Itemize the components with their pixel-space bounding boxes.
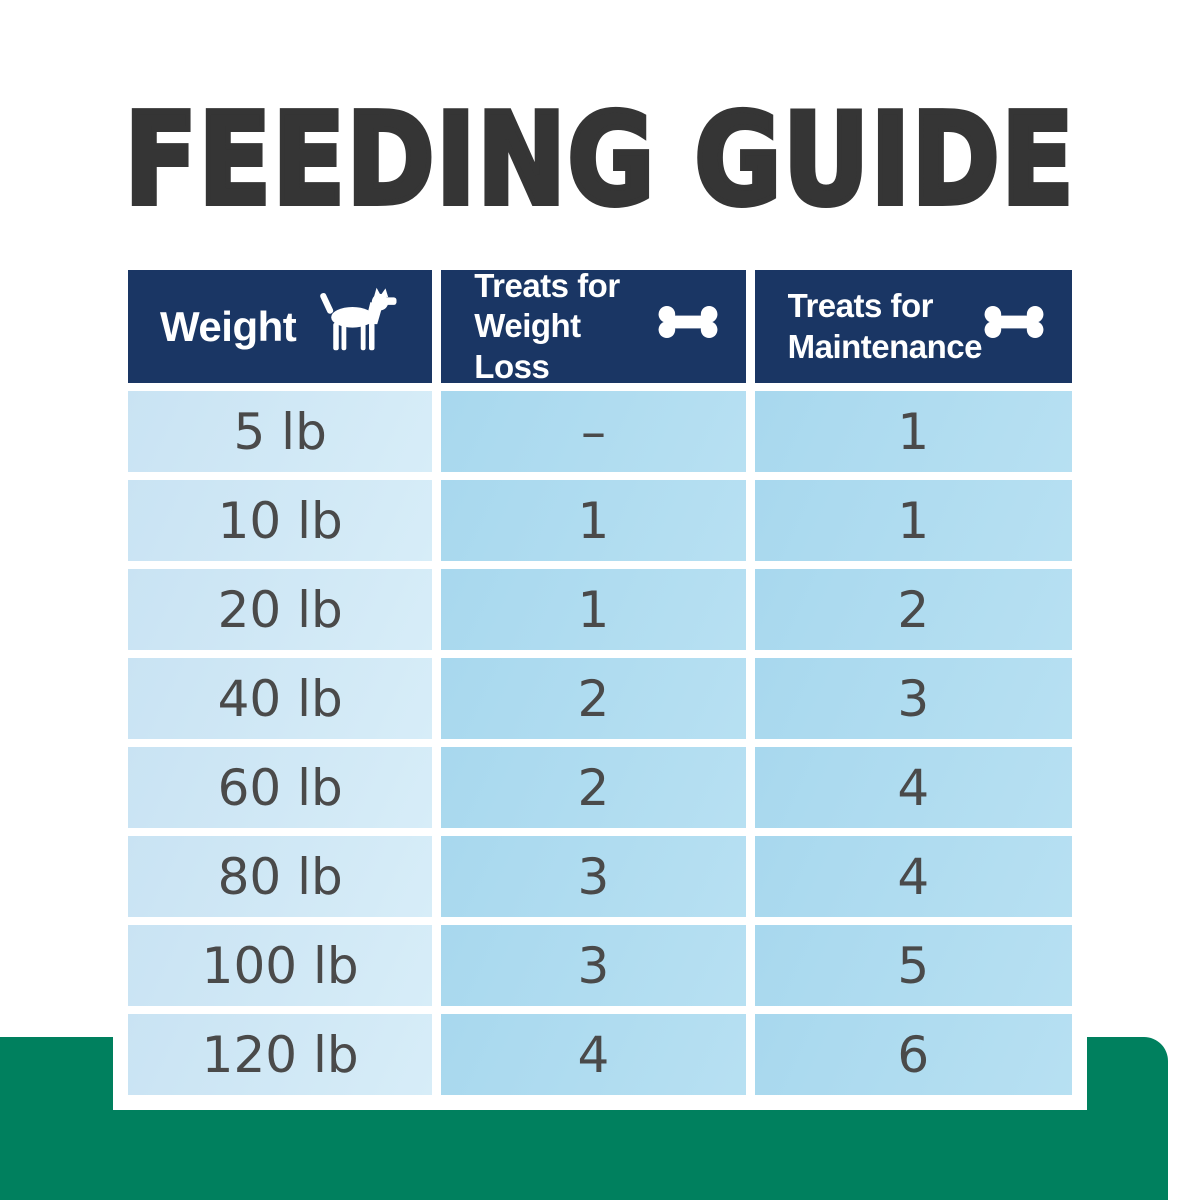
weight-cell: 5 lb (128, 391, 433, 472)
maintenance-cell: 1 (754, 391, 1072, 472)
column-header-weight: Weight (128, 270, 433, 383)
weight-loss-cell: 3 (441, 925, 746, 1006)
weight-loss-cell: 1 (441, 569, 746, 650)
weight-cell: 100 lb (128, 925, 433, 1006)
column-header-weight-loss-line2: Weight Loss (474, 307, 581, 385)
weight-cell: 60 lb (128, 747, 433, 828)
weight-cell: 40 lb (128, 658, 433, 739)
weight-loss-cell: – (441, 391, 746, 472)
maintenance-cell: 2 (754, 569, 1072, 650)
weight-loss-cell: 2 (441, 747, 746, 828)
feeding-guide-table: Weight (128, 267, 1072, 1095)
maintenance-cell: 6 (754, 1014, 1072, 1095)
weight-cell: 20 lb (128, 569, 433, 650)
maintenance-cell: 3 (754, 658, 1072, 739)
column-header-weight-loss: Treats for Weight Loss (441, 267, 746, 385)
bone-icon (982, 301, 1046, 352)
page-title: FEEDING GUIDE (122, 83, 1076, 236)
column-header-weight-loss-line1: Treats for (474, 267, 620, 305)
maintenance-cell: 4 (754, 836, 1072, 917)
weight-loss-cell: 4 (441, 1014, 746, 1095)
column-header-maintenance-line1: Treats for (787, 287, 934, 325)
column-header-maintenance: Treats for Maintenance (754, 270, 1072, 383)
dog-icon (316, 287, 400, 363)
weight-cell: 80 lb (128, 836, 433, 917)
column-header-maintenance-line2: Maintenance (787, 327, 983, 365)
weight-loss-cell: 1 (441, 480, 746, 561)
column-header-weight-label: Weight (160, 302, 297, 350)
weight-cell: 120 lb (128, 1014, 433, 1095)
weight-cell: 10 lb (128, 480, 433, 561)
weight-loss-cell: 3 (441, 836, 746, 917)
maintenance-cell: 5 (754, 925, 1072, 1006)
maintenance-cell: 1 (754, 480, 1072, 561)
bone-icon (656, 301, 720, 352)
weight-loss-cell: 2 (441, 658, 746, 739)
maintenance-cell: 4 (754, 747, 1072, 828)
